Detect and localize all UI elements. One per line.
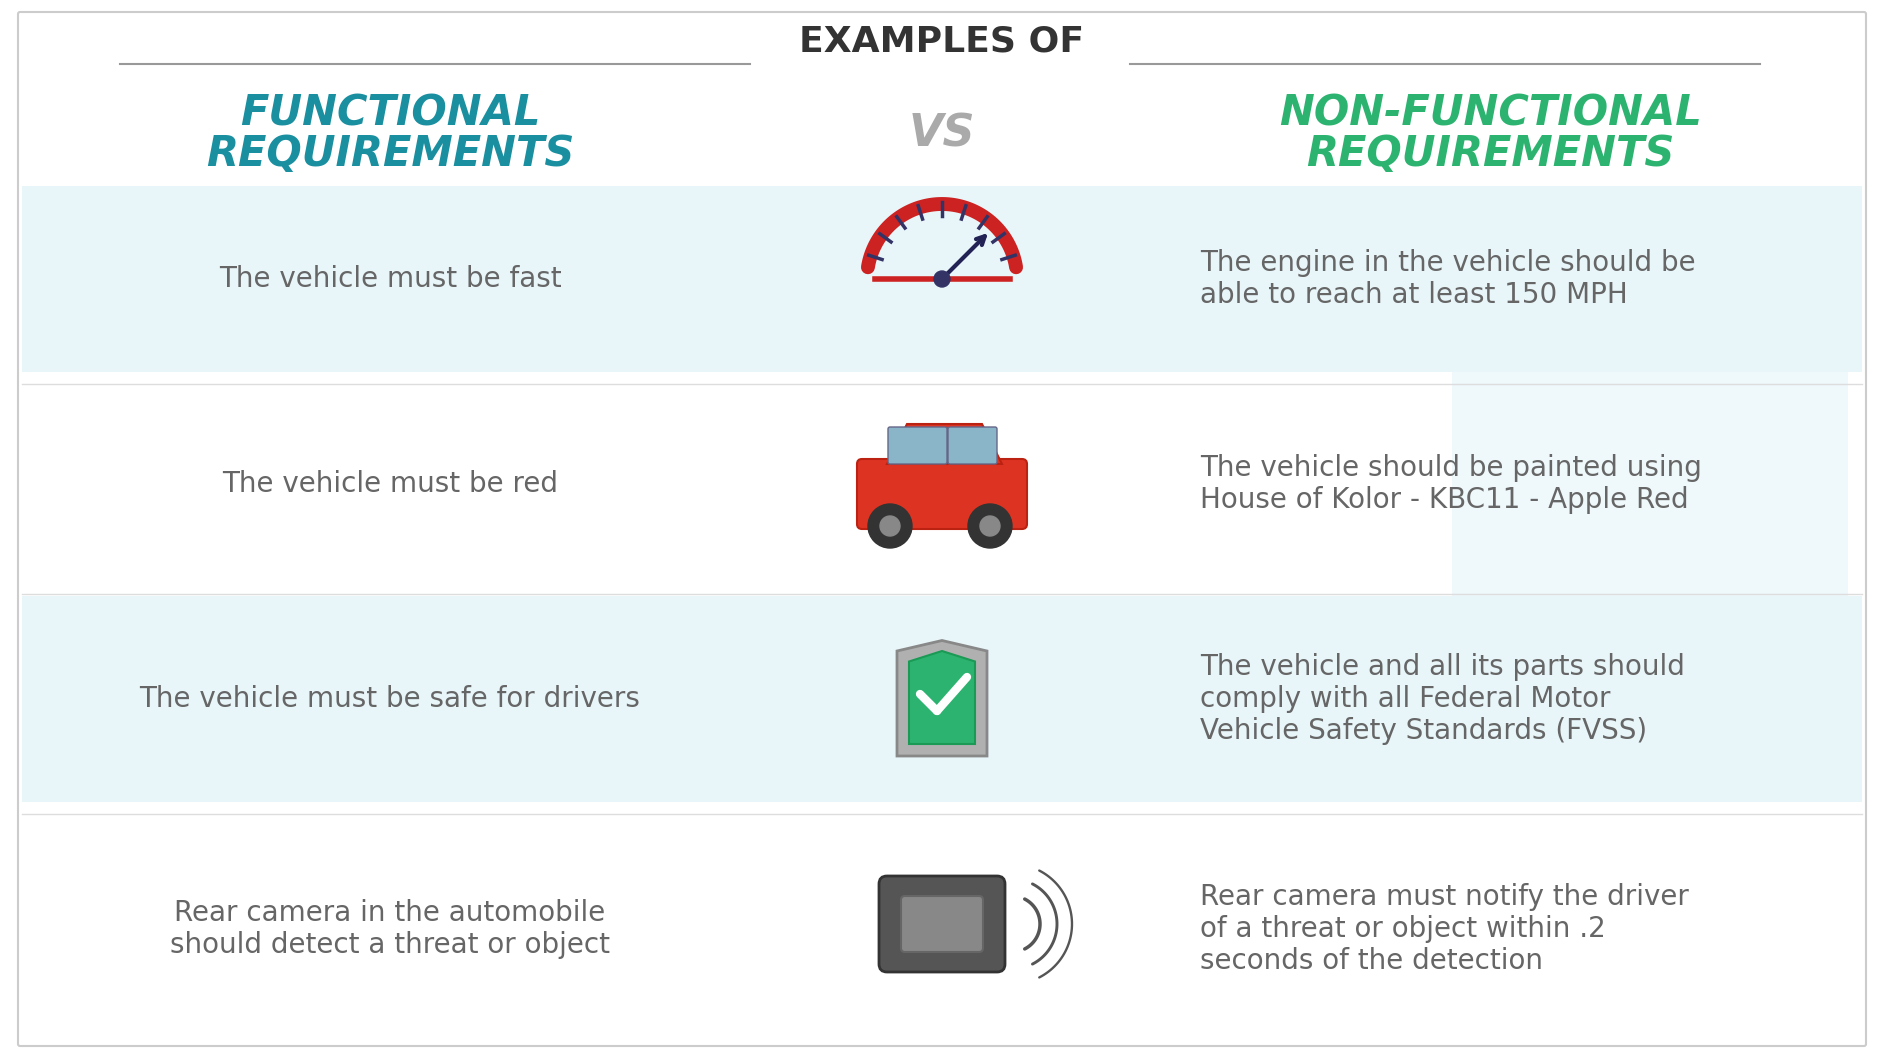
Text: REQUIREMENTS: REQUIREMENTS <box>205 133 575 175</box>
Text: The vehicle must be red: The vehicle must be red <box>222 470 558 497</box>
Text: VS: VS <box>908 113 976 156</box>
FancyBboxPatch shape <box>23 186 1861 372</box>
FancyBboxPatch shape <box>19 12 1865 1046</box>
Circle shape <box>880 516 901 536</box>
Text: The vehicle should be painted using
House of Kolor - KBC11 - Apple Red: The vehicle should be painted using Hous… <box>1200 454 1701 514</box>
FancyBboxPatch shape <box>23 596 1861 802</box>
Circle shape <box>869 504 912 548</box>
Text: The vehicle and all its parts should
comply with all Federal Motor
Vehicle Safet: The vehicle and all its parts should com… <box>1200 652 1684 745</box>
Polygon shape <box>908 651 976 744</box>
Circle shape <box>968 504 1012 548</box>
FancyBboxPatch shape <box>948 427 997 464</box>
FancyBboxPatch shape <box>880 876 1004 972</box>
Polygon shape <box>887 424 1002 464</box>
Text: FUNCTIONAL: FUNCTIONAL <box>239 93 541 135</box>
Text: Rear camera in the automobile
should detect a threat or object: Rear camera in the automobile should det… <box>170 899 610 959</box>
FancyBboxPatch shape <box>901 896 983 952</box>
Text: REQUIREMENTS: REQUIREMENTS <box>1306 133 1675 175</box>
Polygon shape <box>897 641 987 756</box>
Text: The vehicle must be safe for drivers: The vehicle must be safe for drivers <box>139 685 641 713</box>
Circle shape <box>934 271 950 287</box>
Text: The engine in the vehicle should be
able to reach at least 150 MPH: The engine in the vehicle should be able… <box>1200 249 1696 309</box>
Text: Rear camera must notify the driver
of a threat or object within .2
seconds of th: Rear camera must notify the driver of a … <box>1200 882 1688 975</box>
Text: The vehicle must be fast: The vehicle must be fast <box>219 265 561 293</box>
FancyBboxPatch shape <box>887 427 948 464</box>
Text: NON-FUNCTIONAL: NON-FUNCTIONAL <box>1279 93 1701 135</box>
FancyBboxPatch shape <box>857 458 1027 529</box>
Circle shape <box>980 516 1000 536</box>
Text: EXAMPLES OF: EXAMPLES OF <box>799 25 1085 59</box>
